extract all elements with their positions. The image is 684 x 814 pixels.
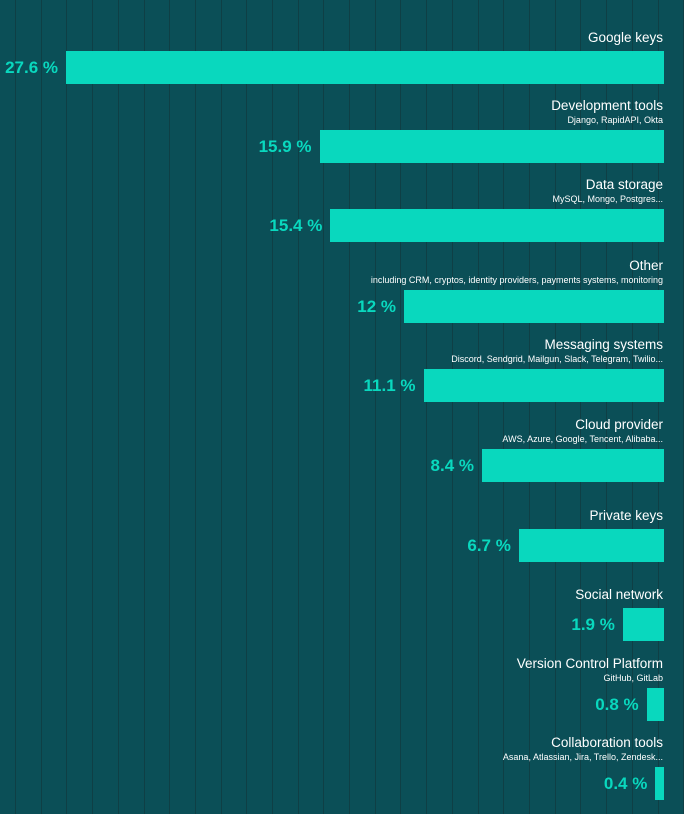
category-sublabel: including CRM, cryptos, identity provide… xyxy=(370,275,663,285)
category-sublabel: AWS, Azure, Google, Tencent, Alibaba... xyxy=(502,434,663,444)
gridline xyxy=(41,0,42,814)
category-label: Cloud provider xyxy=(575,417,663,432)
category-label: Version Control Platform xyxy=(516,656,663,671)
bar xyxy=(66,51,664,84)
data-label: 15.9 % xyxy=(258,137,312,156)
gridline xyxy=(632,0,633,814)
data-label: 1.9 % xyxy=(571,615,615,634)
category-sublabel: Discord, Sendgrid, Mailgun, Slack, Teleg… xyxy=(451,354,663,364)
gridline xyxy=(15,0,16,814)
gridline xyxy=(221,0,222,814)
gridline xyxy=(195,0,196,814)
category-sublabel: Django, RapidAPI, Okta xyxy=(567,115,663,125)
gridline xyxy=(658,0,659,814)
category-label: Development tools xyxy=(551,98,663,113)
category-label: Social network xyxy=(575,587,663,602)
bar xyxy=(319,130,664,163)
data-label: 6.7 % xyxy=(467,536,511,555)
category-sublabel: GitHub, GitLab xyxy=(603,673,663,683)
gridline xyxy=(349,0,350,814)
gridline xyxy=(169,0,170,814)
category-label: Collaboration tools xyxy=(551,735,663,750)
data-label: 15.4 % xyxy=(269,216,323,235)
category-sublabel: MySQL, Mongo, Postgres... xyxy=(552,194,663,204)
gridline xyxy=(144,0,145,814)
gridline xyxy=(426,0,427,814)
gridline xyxy=(606,0,607,814)
bar xyxy=(330,209,664,242)
gridline xyxy=(66,0,67,814)
bar xyxy=(404,290,664,323)
data-label: 11.1 % xyxy=(363,376,416,395)
bar xyxy=(482,449,664,482)
gridline xyxy=(478,0,479,814)
category-label: Private keys xyxy=(589,508,663,523)
gridline xyxy=(529,0,530,814)
data-label: 27.6 % xyxy=(5,58,58,77)
gridline xyxy=(323,0,324,814)
category-sublabel: Asana, Atlassian, Jira, Trello, Zendesk.… xyxy=(502,752,663,762)
gridline xyxy=(298,0,299,814)
gridline xyxy=(503,0,504,814)
category-label: Data storage xyxy=(585,177,663,192)
bar xyxy=(423,369,664,402)
category-label: Messaging systems xyxy=(544,337,663,352)
bar xyxy=(655,767,664,800)
gridline xyxy=(375,0,376,814)
gridline xyxy=(246,0,247,814)
data-label: 0.4 % xyxy=(603,774,648,793)
category-label: Google keys xyxy=(587,30,663,45)
data-label: 8.4 % xyxy=(430,456,474,475)
bar xyxy=(646,688,664,721)
data-label: 12 % xyxy=(357,297,396,316)
category-label: Other xyxy=(629,258,663,273)
gridline xyxy=(452,0,453,814)
bar xyxy=(518,529,664,562)
gridline xyxy=(118,0,119,814)
gridline xyxy=(555,0,556,814)
gridline xyxy=(92,0,93,814)
gridline xyxy=(400,0,401,814)
data-label: 0.8 % xyxy=(595,695,639,714)
gridline xyxy=(580,0,581,814)
bar xyxy=(622,608,664,641)
gridline xyxy=(272,0,273,814)
